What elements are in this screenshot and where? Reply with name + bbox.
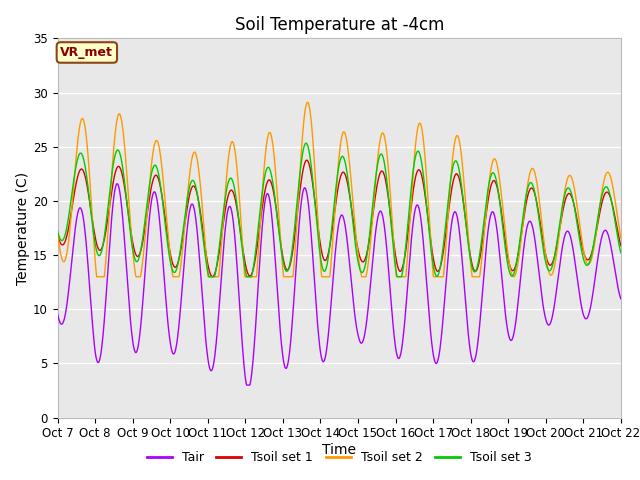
Title: Soil Temperature at -4cm: Soil Temperature at -4cm: [234, 16, 444, 34]
Legend: Tair, Tsoil set 1, Tsoil set 2, Tsoil set 3: Tair, Tsoil set 1, Tsoil set 2, Tsoil se…: [142, 446, 536, 469]
X-axis label: Time: Time: [322, 443, 356, 457]
Y-axis label: Temperature (C): Temperature (C): [16, 171, 30, 285]
Text: VR_met: VR_met: [60, 46, 113, 59]
